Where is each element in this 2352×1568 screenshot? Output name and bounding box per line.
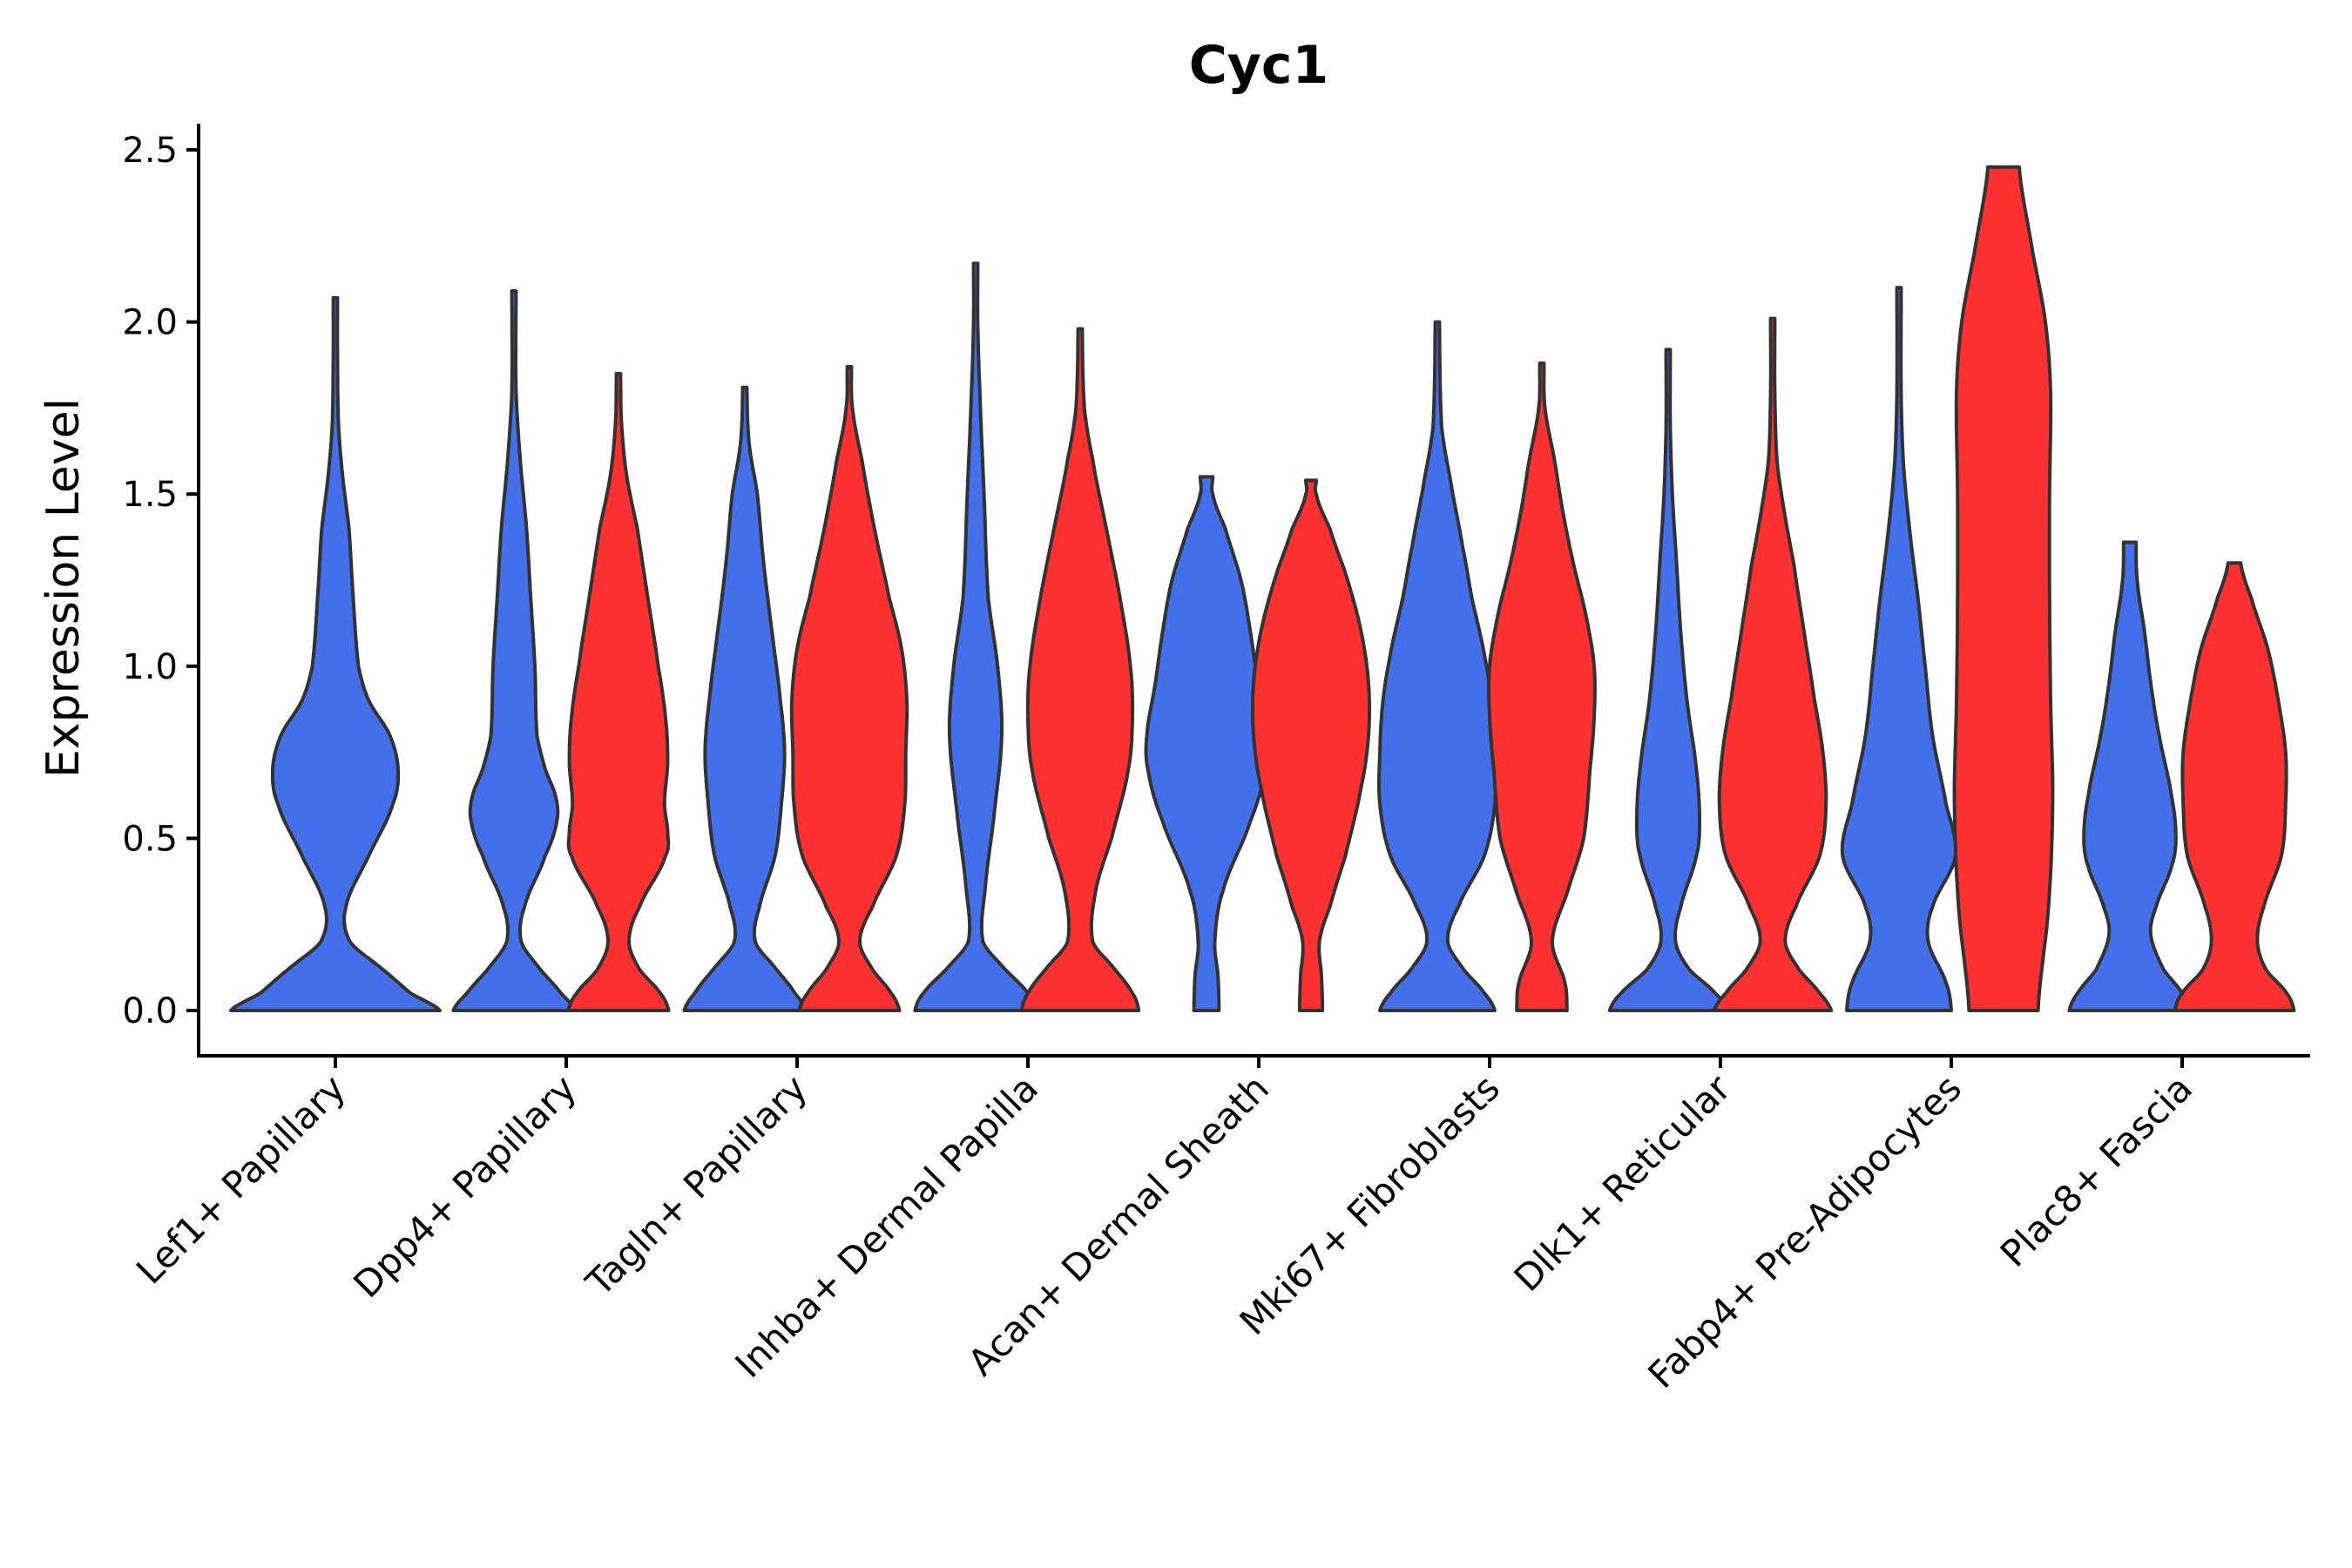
violin-tagln-papillary-group-1 [682,385,808,1012]
y-tick-label: 0.0 [122,991,178,1031]
violin-dpp4-papillary-group-1 [451,289,577,1012]
violin-fabp4-pre-adipocytes-group-2 [1952,165,2055,1012]
violin-mki67-fibroblasts-group-2 [1487,362,1597,1012]
violin-dlk1-reticular-group-1 [1607,348,1729,1012]
violin-tagln-papillary-group-2 [789,365,909,1012]
violins-layer [229,165,2296,1012]
y-tick-label: 0.5 [122,819,178,859]
y-tick-label: 1.5 [122,475,178,515]
violin-dpp4-papillary-group-2 [566,371,671,1012]
x-tick-label: Dlk1+ Reticular [1506,1066,1740,1300]
y-tick-label: 2.0 [122,303,178,343]
x-tick-label: Lef1+ Papillary [128,1066,354,1292]
x-tick-label: Tagln+ Papillary [578,1066,815,1304]
violin-dlk1-reticular-group-2 [1712,316,1834,1012]
x-tick-label: Dpp4+ Papillary [345,1066,585,1306]
violin-lef1-papillary-group-1 [229,295,442,1012]
violin-mki67-fibroblasts-group-1 [1377,320,1497,1012]
x-tick-label: Mki67+ Fibroblasts [1232,1066,1508,1342]
violin-acan-dermal-sheath-group-2 [1251,478,1371,1012]
y-tick-label: 2.5 [122,131,178,171]
violin-plac8-fascia-group-2 [2173,561,2296,1012]
violin-fabp4-pre-adipocytes-group-1 [1840,286,1958,1012]
violin-plac8-fascia-group-1 [2067,540,2193,1012]
violin-inhba-dermal-papilla-group-1 [913,261,1038,1012]
violin-acan-dermal-sheath-group-1 [1144,475,1269,1012]
violin-inhba-dermal-papilla-group-2 [1019,327,1141,1012]
x-tick-label: Plac8+ Fascia [1992,1066,2200,1274]
chart-title: Cyc1 [1189,35,1328,96]
y-axis: 0.0 0.5 1.0 1.5 2.0 2.5 [122,124,200,1058]
y-tick-label: 1.0 [122,647,178,687]
y-axis-label: Expression Level [37,398,90,778]
